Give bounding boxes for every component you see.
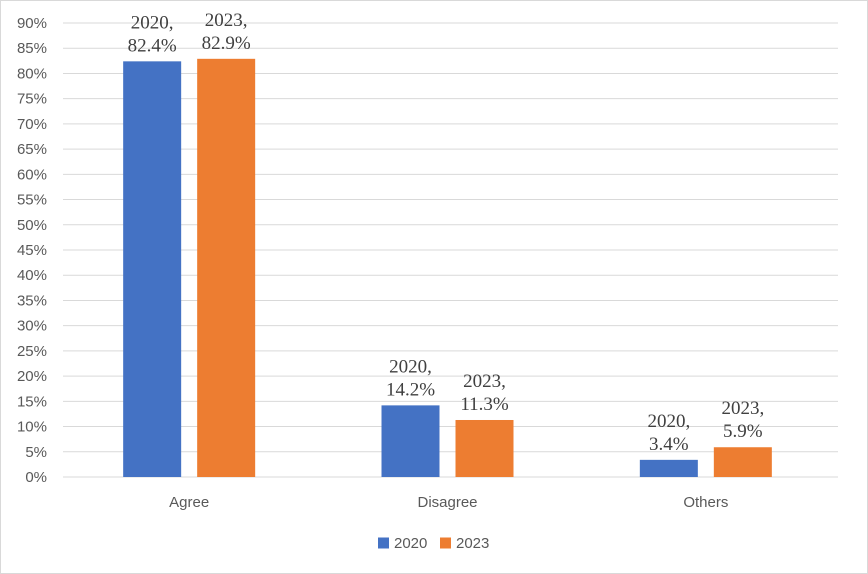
bar-2023-agree [197, 58, 256, 478]
bar-2020-others [639, 459, 698, 477]
legend: 2020 2023 [378, 535, 489, 552]
y-tick-label: 70% [17, 116, 47, 133]
data-label: 2023, 11.3% [460, 371, 509, 415]
legend-label-2020: 2020 [394, 535, 427, 552]
legend-swatch-2020 [378, 537, 389, 549]
y-tick-label: 20% [17, 368, 47, 385]
data-label: 2023, 5.9% [721, 398, 764, 442]
legend-swatch-2023 [440, 537, 451, 549]
y-tick-label: 25% [17, 343, 47, 360]
y-tick-label: 85% [17, 40, 47, 57]
y-tick-label: 15% [17, 393, 47, 410]
y-tick-label: 40% [17, 267, 47, 284]
bar-2023-others [713, 447, 772, 477]
y-tick-label: 35% [17, 292, 47, 309]
data-label: 2020, 82.4% [128, 12, 177, 56]
y-tick-label: 65% [17, 141, 47, 158]
bars [123, 58, 772, 478]
y-tick-label: 10% [17, 419, 47, 436]
y-tick-label: 90% [17, 15, 47, 32]
y-tick-label: 45% [17, 242, 47, 259]
gridlines [63, 22, 838, 478]
y-tick-label: 75% [17, 91, 47, 108]
data-label: 2023, 82.9% [202, 10, 251, 54]
data-labels: 2020, 82.4% 2023, 82.9% 2020, 14.2% 2023, 11.3%… [128, 10, 765, 455]
x-axis-categories: Agree Disagree Others [169, 494, 728, 511]
data-label: 2020, 14.2% [386, 356, 435, 400]
y-axis-ticks: 0% 5% 10% 15% 20% 25% 30% 35% 40% 45% 50% 55% 60% 65%… [17, 15, 47, 486]
legend-label-2023: 2023 [456, 535, 489, 552]
y-tick-label: 55% [17, 192, 47, 209]
y-tick-label: 30% [17, 318, 47, 335]
bar-2020-disagree [381, 405, 440, 477]
y-tick-label: 80% [17, 65, 47, 82]
bar-2023-disagree [455, 419, 514, 477]
bar-2020-agree [123, 61, 182, 478]
y-tick-label: 5% [25, 444, 47, 461]
y-tick-label: 50% [17, 217, 47, 234]
data-label: 2020, 3.4% [647, 411, 690, 455]
x-category-label: Agree [169, 494, 209, 511]
x-category-label: Others [683, 494, 728, 511]
x-category-label: Disagree [417, 494, 477, 511]
y-tick-label: 0% [25, 469, 47, 486]
y-tick-label: 60% [17, 166, 47, 183]
